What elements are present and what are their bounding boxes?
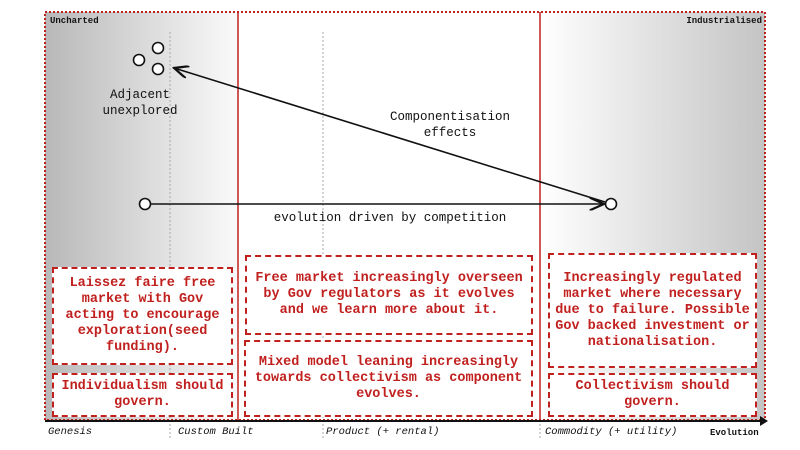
uncharted-label: Uncharted [50,16,99,26]
genesis-policy-box: Laissez faire free market with Gov actin… [52,267,233,365]
component-node [138,197,152,211]
evolution-label: evolution driven by competition [273,211,507,225]
commodity-governance-box: Collectivism should govern. [548,373,757,417]
product-governance-box: Mixed model leaning increasingly towards… [244,340,533,417]
component-node [151,62,165,76]
axis-title: Evolution [710,428,759,438]
product-policy-box: Free market increasingly overseen by Gov… [245,255,533,335]
component-node [132,53,146,67]
axis-stage-genesis: Genesis [48,426,93,438]
componentisation-arrow [174,68,606,203]
industrialised-label: Industrialised [686,16,762,26]
axis-stage-product: Product (+ rental) [326,426,440,438]
componentisation-label: Componentisation effects [389,110,511,140]
component-node [151,41,165,55]
adjacent-unexplored-label: Adjacent unexplored [102,88,178,118]
component-node [604,197,618,211]
axis-stage-commodity: Commodity (+ utility) [545,426,678,438]
commodity-policy-box: Increasingly regulated market where nece… [548,253,757,368]
axis-stage-custom-built: Custom Built [178,426,254,438]
axis-arrowhead [760,416,768,426]
genesis-governance-box: Individualism should govern. [52,373,233,417]
